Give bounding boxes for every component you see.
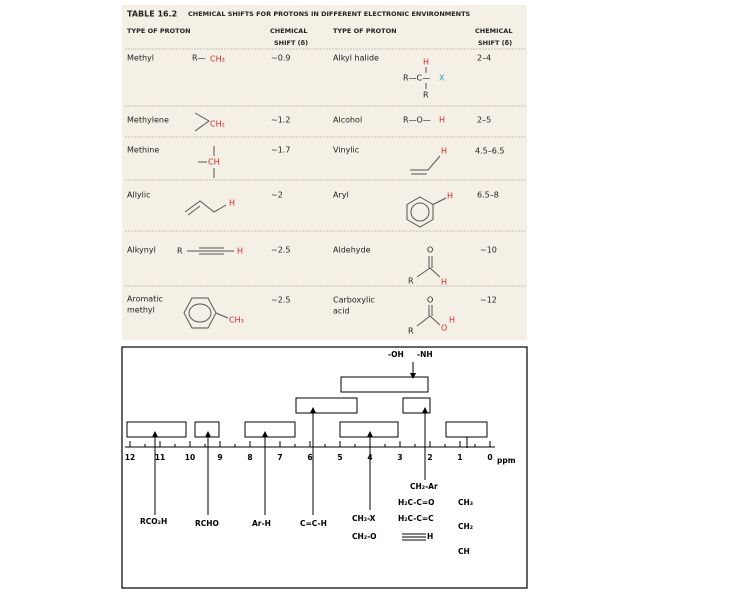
type: Methyl	[127, 54, 154, 63]
atom: H	[449, 316, 455, 325]
shift: ~10	[480, 246, 497, 255]
bottom-label: CH₂-Ar	[410, 482, 438, 491]
axis-label: 3	[397, 453, 402, 462]
bottom-label: CH₂	[458, 522, 473, 531]
bottom-label: RCHO	[195, 519, 219, 528]
type: acid	[333, 307, 350, 316]
type: Aldehyde	[333, 246, 371, 255]
shift: ~1.7	[271, 146, 290, 155]
atom: O	[427, 296, 433, 305]
atom: R—	[192, 54, 206, 63]
atom: CH₃	[229, 316, 244, 325]
shift: ~1.2	[271, 116, 290, 125]
atom: H	[447, 192, 453, 201]
bottom-label: CH₂-O	[352, 532, 377, 541]
bottom-label: H	[427, 532, 433, 541]
atom: X	[439, 74, 445, 83]
atom: H	[237, 247, 243, 256]
col-header: CHEMICAL	[270, 27, 307, 35]
axis-label: 4	[367, 453, 372, 462]
axis-label: 5	[337, 453, 342, 462]
atom: R	[408, 277, 414, 286]
bottom-label: RCO₂H	[140, 517, 167, 526]
axis-label: 10	[185, 453, 195, 462]
axis-label: 12	[125, 453, 135, 462]
table-title: CHEMICAL SHIFTS FOR PROTONS IN DIFFERENT…	[188, 10, 471, 18]
col-header: SHIFT (δ)	[274, 39, 308, 47]
bottom-label: H₂C-C=C	[398, 514, 434, 523]
type: Alkyl halide	[333, 54, 379, 63]
bottom-label: H₂C-C=O	[398, 498, 435, 507]
separators	[125, 48, 525, 287]
shift: ~2.5	[271, 246, 290, 255]
bottom-label: C=C-H	[300, 519, 327, 528]
type: Alkynyl	[127, 246, 156, 255]
type: Carboxylic	[333, 296, 375, 305]
shift: ~2.5	[271, 296, 290, 305]
axis-label: 7	[277, 453, 282, 462]
type: Aryl	[333, 191, 349, 200]
axis-label: 8	[247, 453, 252, 462]
shift: 2–4	[477, 54, 491, 63]
type: Methine	[127, 146, 159, 155]
atom: O	[441, 324, 447, 333]
atom: R—C—	[403, 74, 430, 83]
type: Vinylic	[333, 146, 359, 155]
shift: ~2	[271, 191, 283, 200]
atom: O	[427, 246, 433, 255]
shift: 6.5–8	[477, 191, 499, 200]
atom: H	[441, 147, 447, 156]
atom: R—O—	[403, 116, 431, 125]
col-header: SHIFT (δ)	[478, 39, 512, 47]
bottom-label: CH	[458, 547, 470, 556]
axis-label: 2	[427, 453, 432, 462]
table: TABLE 16.2 CHEMICAL SHIFTS FOR PROTONS I…	[125, 10, 525, 336]
bottom-label: Ar-H	[252, 519, 271, 528]
type: Methylene	[127, 116, 169, 125]
atom: CH₃	[210, 55, 225, 64]
table-bg	[122, 5, 527, 340]
axis-label: 11	[155, 453, 165, 462]
shift: 4.5–6.5	[475, 147, 504, 156]
col-header: TYPE OF PROTON	[127, 27, 191, 35]
table-number: TABLE 16.2	[127, 10, 177, 19]
axis-label: 1	[457, 453, 462, 462]
atom: R	[408, 327, 414, 336]
bottom-label: CH₃	[458, 498, 473, 507]
col-header: TYPE OF PROTON	[333, 27, 397, 35]
top-label: -NH	[417, 350, 433, 359]
atom: R	[177, 247, 183, 256]
atom: CH	[208, 158, 220, 167]
atom: H	[229, 199, 235, 208]
axis-label: 0	[487, 453, 492, 462]
atom: CH₂	[210, 120, 225, 129]
type: Allylic	[127, 191, 151, 200]
axis-label: 6	[307, 453, 312, 462]
axis-unit: ppm	[497, 456, 516, 465]
diagram: -OH -NH RCO₂H RCHO Ar-H C=C-H CH₂-X CH₂-…	[121, 346, 528, 589]
atom: H	[439, 116, 445, 125]
bottom-label: CH₂-X	[352, 514, 376, 523]
shift: ~12	[480, 296, 497, 305]
axis-label: 9	[217, 453, 222, 462]
type: methyl	[127, 306, 155, 315]
atom: H	[423, 58, 429, 67]
atom: R	[423, 91, 429, 100]
col-header: CHEMICAL	[475, 27, 512, 35]
type: Aromatic	[127, 295, 163, 304]
shift: ~0.9	[271, 54, 290, 63]
shift: 2–5	[477, 116, 491, 125]
top-label: -OH	[388, 350, 404, 359]
type: Alcohol	[333, 116, 362, 125]
atom: H	[441, 278, 447, 287]
